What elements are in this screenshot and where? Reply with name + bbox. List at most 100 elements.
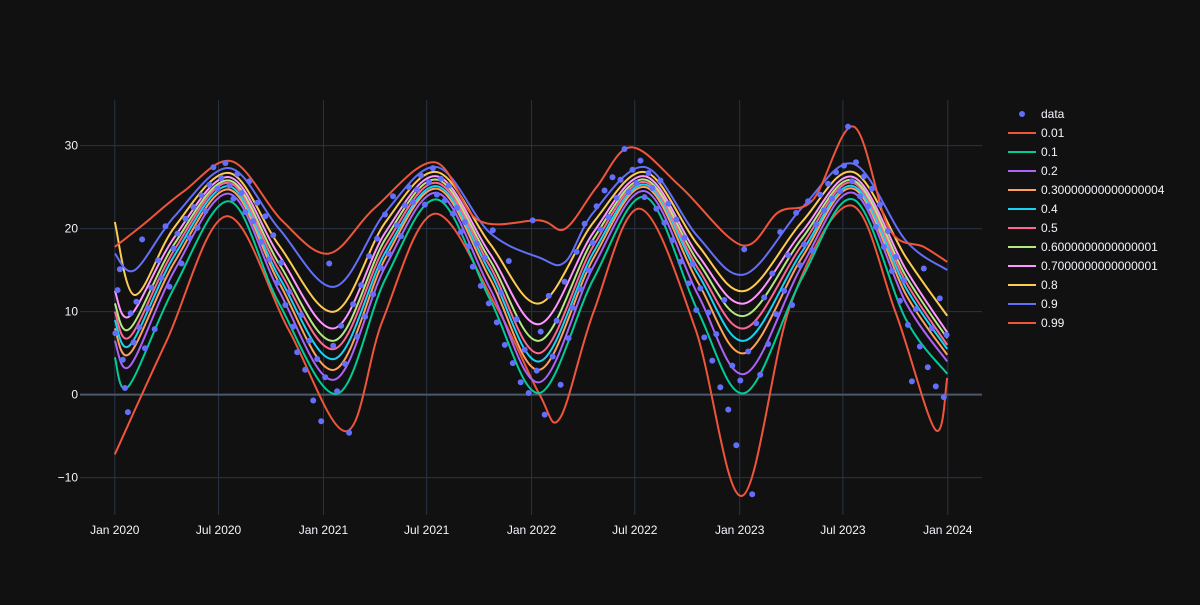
legend-label: 0.30000000000000004 [1041,183,1165,197]
data-point [669,237,676,244]
data-point [940,394,947,401]
data-point [398,233,404,240]
y-tick-label: 30 [65,139,79,153]
legend-item[interactable]: 0.99 [1008,316,1065,330]
data-point [809,247,816,254]
data-point [888,268,895,274]
data-point [386,250,392,257]
series-line-0.8 [113,170,949,317]
x-tick-label: Jan 2020 [90,523,140,537]
legend-label: 0.99 [1041,316,1065,330]
legend-item[interactable]: 0.01 [1008,126,1065,140]
data-point [262,213,269,220]
legend-item[interactable]: 0.6000000000000001 [1008,240,1158,254]
data-point [869,185,875,192]
data-point [489,227,496,234]
data-point [753,320,760,327]
data-point [133,298,140,305]
data-point [833,169,839,176]
legend-item[interactable]: data [1019,107,1065,121]
data-point [701,334,708,341]
data-point [278,259,285,266]
data-point [876,201,883,208]
data-point [825,180,832,187]
data-point [757,371,764,378]
data-point [406,184,412,191]
data-point [469,263,476,270]
data-point [425,179,432,186]
data-point [218,175,225,181]
data-point [198,192,205,199]
data-point [306,337,313,344]
data-point [258,238,265,245]
data-point [148,284,155,291]
legend-item[interactable]: 0.30000000000000004 [1008,183,1165,197]
data-point [793,209,800,216]
data-point [733,442,740,449]
data-point [342,360,349,367]
data-point [533,367,540,374]
x-tick-label: Jul 2021 [404,523,450,537]
data-point [765,341,772,347]
x-tick-label: Jul 2023 [820,523,866,537]
data-point [112,330,119,337]
data-point [202,208,209,215]
data-point [429,165,436,172]
data-point [705,309,712,316]
data-point [374,235,381,242]
data-point [418,172,424,179]
x-tick-label: Jul 2022 [612,523,658,537]
series-line-0.99 [114,125,948,263]
data-point [813,221,820,228]
legend-label: data [1041,107,1065,121]
data-point [581,220,588,227]
data-point [402,202,408,209]
data-point [114,287,121,294]
data-point [390,193,396,200]
data-point [266,256,273,263]
data-point [649,185,656,191]
y-tick-label: 0 [71,388,78,402]
legend-label: 0.9 [1041,297,1058,311]
legend-item[interactable]: 0.8 [1008,278,1058,292]
data-point [693,307,700,313]
data-point [801,241,808,248]
data-point [837,188,843,195]
data-point [821,207,828,214]
legend-item[interactable]: 0.5 [1008,221,1058,235]
data-point [629,166,636,173]
legend-label: 0.6000000000000001 [1041,240,1158,254]
data-point [561,278,568,285]
data-point [777,229,784,235]
data-point [549,353,556,360]
data-point [545,292,552,299]
data-point [222,160,229,167]
data-point [681,234,688,241]
legend-item[interactable]: 0.7000000000000001 [1008,259,1158,273]
data-point [932,383,939,390]
data-point [282,302,289,308]
legend-item[interactable]: 0.9 [1008,297,1058,311]
data-point [637,157,644,164]
data-point [382,211,388,218]
data-point [226,182,233,189]
data-point [314,356,321,362]
data-point [593,203,600,210]
legend-item[interactable]: 0.2 [1008,164,1058,178]
series-line-0.7000000000000001 [113,175,949,333]
data-point [916,343,923,350]
legend[interactable]: data 0.01 0.1 0.2 0.30000000000000004 0.4 0.5 0… [1008,107,1165,330]
data-point [713,331,720,338]
data-point [884,228,891,235]
data-point [633,180,640,186]
legend-item[interactable]: 0.4 [1008,202,1058,216]
legend-item[interactable]: 0.1 [1008,145,1058,159]
data-point [557,381,564,388]
data-point [139,236,146,243]
data-point [318,418,325,425]
legend-marker [1019,111,1025,117]
data-point [505,258,512,264]
data-point [597,226,604,233]
data-point [517,379,524,386]
